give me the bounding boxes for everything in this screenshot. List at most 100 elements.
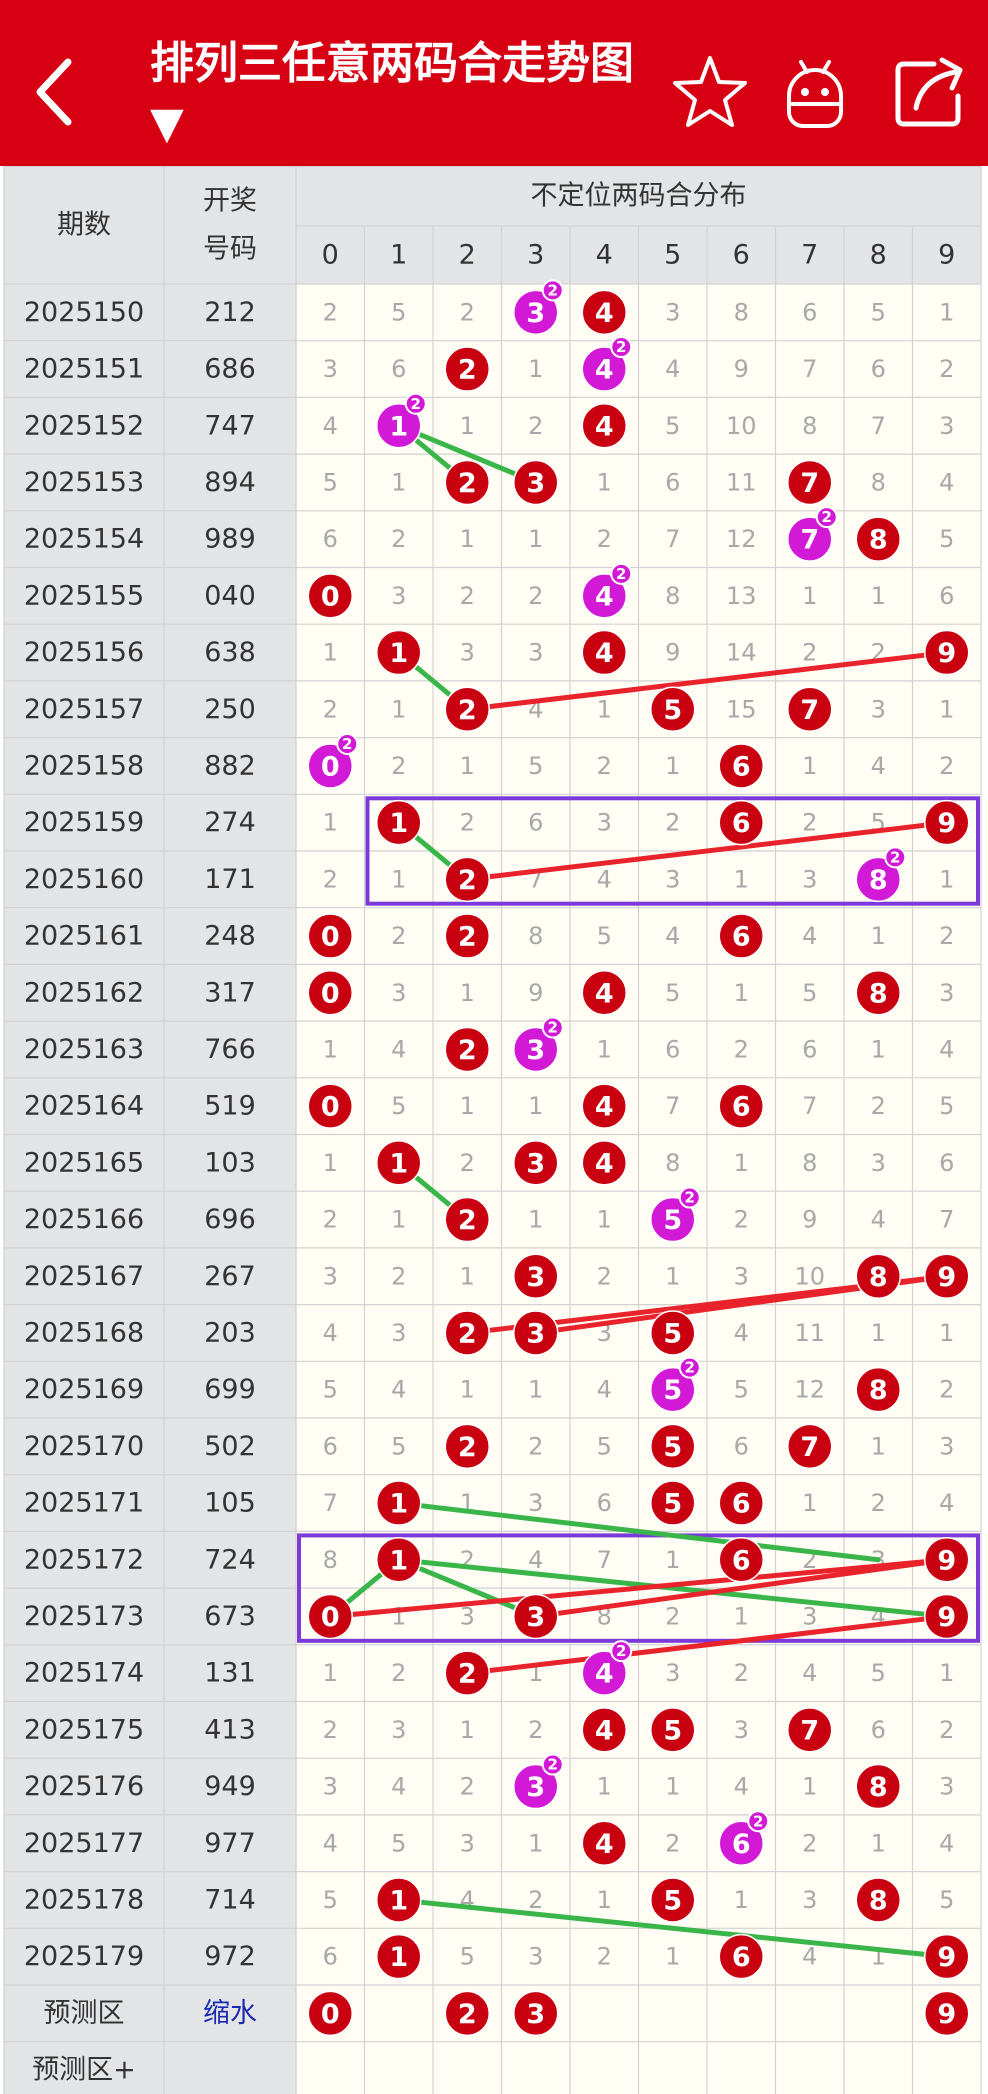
hit-ball-number: 8	[869, 525, 888, 556]
draw-number: 317	[204, 977, 256, 1008]
double-mark: 2	[548, 281, 558, 299]
highlight-box	[297, 1533, 980, 1643]
hit-ball-number: 7	[800, 525, 819, 556]
highlight-box	[365, 796, 980, 906]
hit-ball: 2	[444, 1310, 490, 1356]
issue-number: 2025157	[24, 694, 144, 725]
hit-ball: 0	[307, 1990, 353, 2037]
miss-count: 1	[391, 865, 406, 893]
miss-count: 5	[939, 1092, 954, 1120]
miss-count: 15	[726, 695, 757, 723]
star-icon[interactable]	[670, 52, 750, 132]
miss-count: 2	[734, 1206, 749, 1234]
miss-count: 3	[323, 355, 338, 383]
hit-ball: 0	[307, 1083, 353, 1129]
miss-count: 4	[939, 1489, 954, 1517]
miss-count: 5	[802, 979, 817, 1007]
hit-ball: 5	[650, 1310, 696, 1356]
hit-ball: 2	[444, 1196, 490, 1243]
miss-count: 1	[871, 582, 886, 610]
hit-ball-number: 4	[595, 638, 614, 669]
issue-number: 2025168	[24, 1317, 144, 1348]
issue-number: 2025175	[24, 1714, 144, 1745]
issue-number: 2025162	[24, 977, 144, 1008]
hit-ball-number: 0	[321, 1092, 340, 1123]
draw-number: 519	[204, 1091, 256, 1122]
miss-count: 1	[528, 1376, 543, 1404]
hit-ball: 9	[924, 799, 970, 846]
issue-number: 2025150	[24, 297, 144, 328]
double-mark: 2	[753, 1812, 763, 1830]
miss-count: 3	[939, 1432, 954, 1460]
miss-count: 8	[871, 468, 886, 496]
miss-count: 5	[597, 1432, 612, 1460]
share-icon[interactable]	[890, 52, 970, 132]
miss-count: 1	[802, 1489, 817, 1517]
group-header: 不定位两码合分布	[531, 181, 747, 212]
hit-ball: 4	[581, 1820, 627, 1866]
double-mark: 2	[548, 1018, 558, 1036]
hit-ball-number: 5	[663, 1318, 682, 1349]
draw-number: 699	[204, 1374, 256, 1405]
issue-number: 2025158	[24, 750, 144, 781]
hit-ball-number: 1	[389, 1885, 408, 1916]
miss-count: 3	[802, 865, 817, 893]
miss-count: 1	[665, 1546, 680, 1574]
miss-count: 10	[794, 1262, 825, 1290]
draw-number: 212	[204, 297, 256, 328]
miss-count: 3	[528, 1489, 543, 1517]
miss-count: 2	[802, 1829, 817, 1857]
draw-number: 673	[204, 1601, 256, 1632]
hit-ball-number: 5	[663, 695, 682, 726]
miss-count: 4	[665, 355, 680, 383]
miss-count: 2	[391, 922, 406, 950]
miss-count: 7	[665, 525, 680, 553]
hit-ball-number: 2	[458, 1318, 477, 1349]
miss-count: 2	[323, 865, 338, 893]
miss-count: 1	[939, 695, 954, 723]
draw-number: 103	[204, 1147, 256, 1178]
draw-number: 203	[204, 1317, 256, 1348]
hit-ball: 5	[650, 1480, 696, 1526]
miss-count: 5	[323, 1376, 338, 1404]
page-title[interactable]: 排列三任意两码合走势图 ▼	[150, 38, 634, 149]
hit-ball-number: 2	[458, 1432, 477, 1463]
hit-ball: 4	[581, 403, 627, 449]
miss-count: 2	[939, 922, 954, 950]
shrink-link[interactable]: 缩水	[203, 1998, 257, 2029]
hit-ball: 3	[513, 459, 559, 506]
miss-count: 8	[802, 1149, 817, 1177]
miss-count: 2	[460, 582, 475, 610]
hit-ball-number: 0	[321, 581, 340, 612]
double-mark: 2	[411, 395, 421, 413]
hit-ball-number: 0	[321, 1999, 340, 2030]
draw-number: 250	[204, 694, 256, 725]
digit-header: 3	[527, 240, 544, 271]
hit-ball-number: 4	[595, 298, 614, 329]
miss-count: 5	[391, 1829, 406, 1857]
miss-count: 1	[323, 809, 338, 837]
miss-count: 4	[323, 412, 338, 440]
hit-ball: 4	[581, 629, 627, 676]
double-mark: 2	[548, 1756, 558, 1774]
hit-ball: 8	[855, 970, 901, 1016]
miss-count: 1	[939, 1319, 954, 1347]
hit-ball: 6	[718, 799, 764, 846]
hit-ball-number: 2	[458, 468, 477, 499]
miss-count: 2	[665, 1602, 680, 1630]
hit-ball: 2	[444, 346, 490, 392]
hit-ball: 7	[787, 1707, 833, 1753]
android-icon[interactable]	[775, 52, 855, 132]
miss-count: 4	[939, 1035, 954, 1063]
miss-count: 4	[665, 922, 680, 950]
hit-ball-number: 4	[595, 1148, 614, 1179]
miss-count: 1	[528, 1829, 543, 1857]
hit-ball-number: 4	[595, 1092, 614, 1123]
hit-ball: 3	[513, 1140, 559, 1186]
miss-count: 7	[802, 355, 817, 383]
miss-count: 3	[460, 639, 475, 667]
hit-ball-number: 3	[526, 1318, 545, 1349]
back-arrow-icon[interactable]	[28, 52, 88, 132]
hit-ball-number: 9	[937, 638, 956, 669]
miss-count: 3	[460, 1829, 475, 1857]
